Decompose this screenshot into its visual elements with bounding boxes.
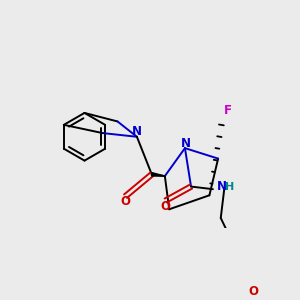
Text: N: N bbox=[180, 136, 190, 150]
Text: O: O bbox=[161, 200, 171, 213]
Text: O: O bbox=[248, 284, 258, 298]
Polygon shape bbox=[152, 172, 165, 176]
Text: N: N bbox=[132, 125, 142, 138]
Text: O: O bbox=[121, 195, 130, 208]
Text: N: N bbox=[217, 180, 226, 194]
Text: F: F bbox=[224, 104, 232, 117]
Text: H: H bbox=[225, 182, 234, 192]
